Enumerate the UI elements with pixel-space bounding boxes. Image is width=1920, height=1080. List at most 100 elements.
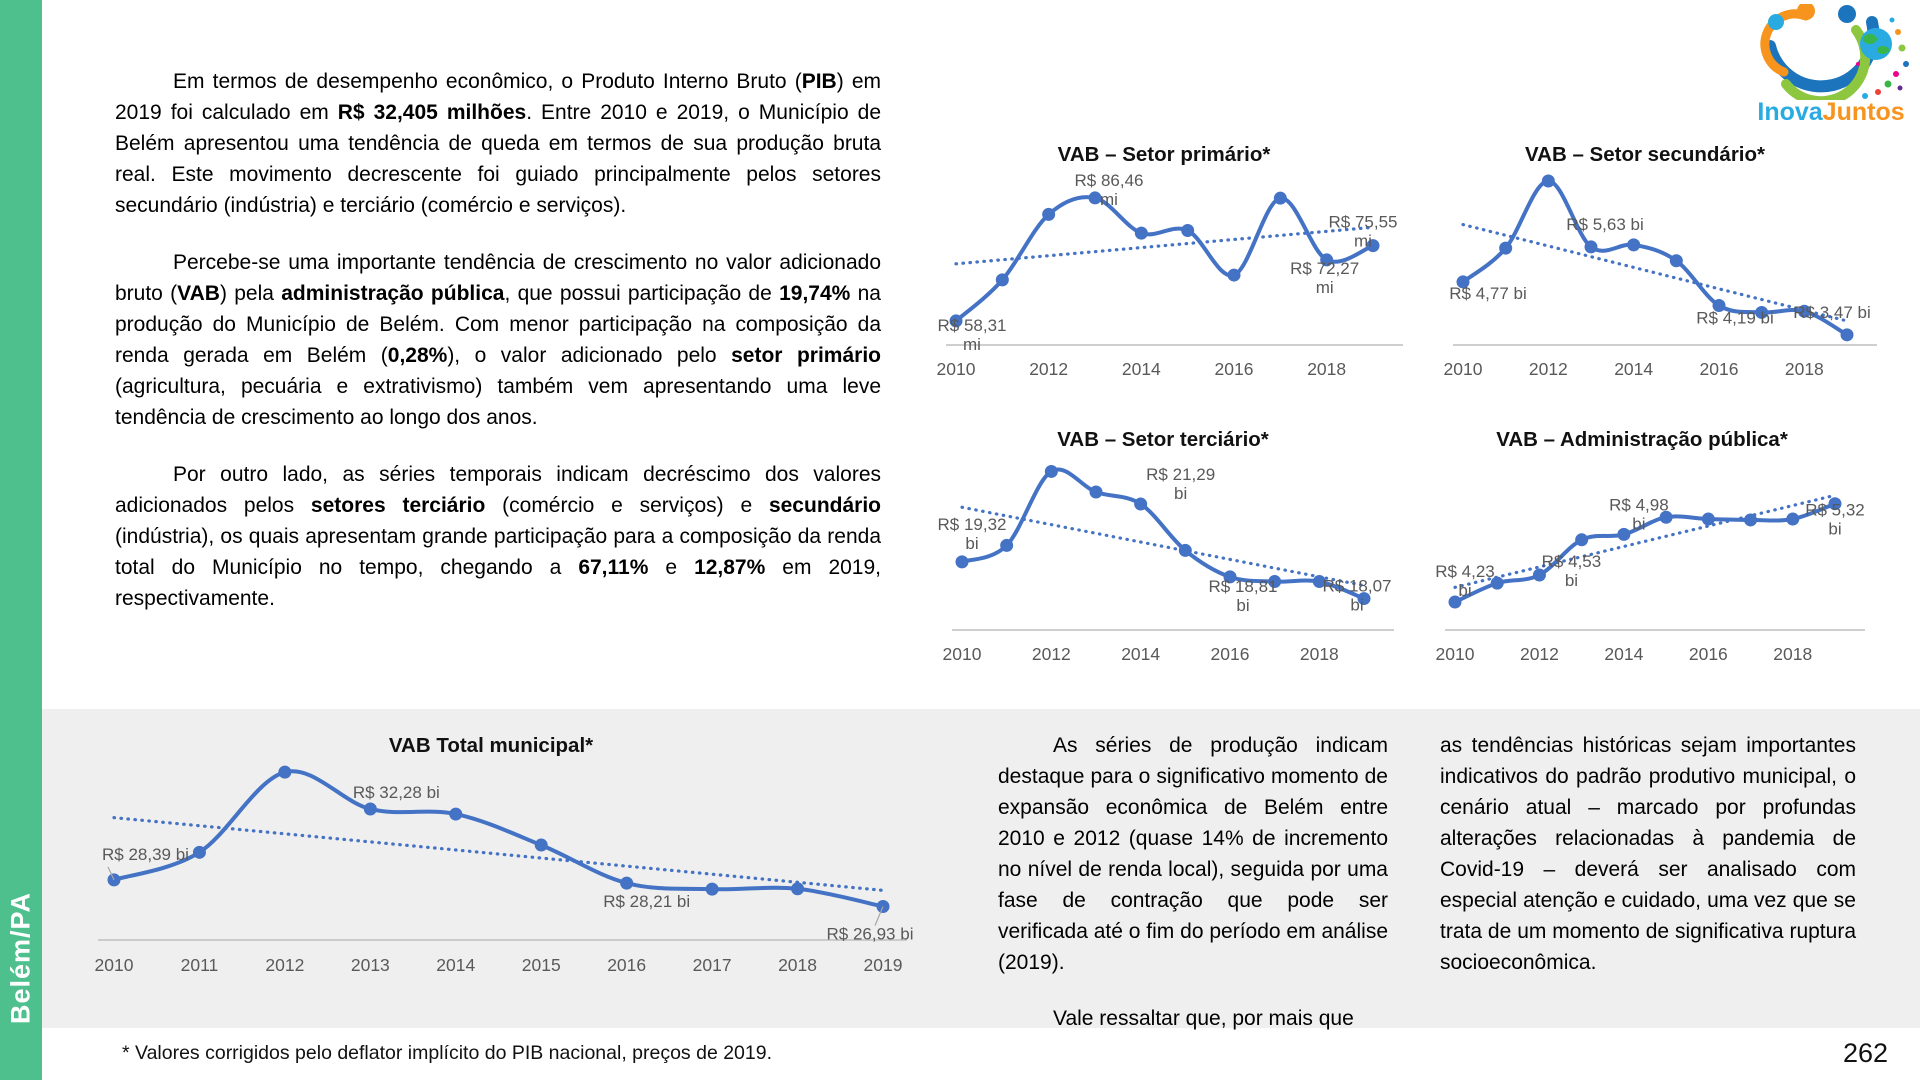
data-label: R$ 26,93 bi [827,924,914,943]
data-point [1659,510,1673,524]
paragraph: Por outro lado, as séries temporais indi… [115,463,881,610]
chart-vab-setor-primario: VAB – Setor primário* R$ 58,31 mi R$ 86,46… [920,138,1420,394]
x-tick-label: 2016 [1211,644,1250,664]
chart-vab-administracao-publica: VAB – Administração pública* R$ 4,23 bi R$… [1430,425,1900,681]
x-tick-label: 2018 [1307,359,1346,379]
data-point [1366,239,1380,253]
data-point [1786,512,1800,526]
chart-title: VAB Total municipal* [388,734,594,757]
article-text: Em termos de desempenho econômico, o Pro… [115,66,881,640]
data-label: R$ 58,31 [938,316,1007,335]
sidebar-city-label: Belém/PA [5,891,36,1024]
data-label: mi [1100,190,1118,209]
data-label: R$ 3,47 bi [1793,303,1871,322]
data-label: R$ 5,63 bi [1566,215,1644,234]
x-tick-label: 2019 [864,955,903,975]
data-point [1584,240,1598,254]
paragraph: Em termos de desempenho econômico, o Pro… [115,70,882,217]
page-number: 262 [1842,1038,1888,1068]
trendline [1461,222,1849,323]
label-leader-line [107,866,115,881]
data-label: R$ 72,27 [1290,259,1359,278]
data-point [1448,595,1462,609]
data-label: R$ 28,39 bi [102,845,189,864]
chart-vab-setor-secundario: VAB – Setor secundário* R$ 4,77 bi R$ 5,6… [1430,138,1900,394]
data-point [1755,305,1769,319]
x-tick-label: 2010 [937,359,976,379]
data-label: bi [1350,596,1363,615]
data-point [1797,304,1811,318]
data-label: R$ 4,19 bi [1696,309,1774,328]
inovajuntos-logo-text: InovaJuntos [1750,98,1912,127]
footnote: * Valores corrigidos pelo deflator implí… [122,1042,773,1064]
x-tick-label: 2016 [1689,644,1728,664]
data-point [278,765,292,779]
data-label: R$ 18,81 [1209,577,1278,596]
data-point [1000,538,1014,552]
data-point [449,807,463,821]
data-point [1320,253,1334,267]
line-series [960,467,1366,601]
data-point [1134,497,1148,511]
data-point [1088,191,1102,205]
inovajuntos-logo: InovaJuntos [1750,2,1912,130]
x-tick-label: 2012 [265,955,304,975]
x-tick-label: 2017 [693,955,732,975]
x-tick-label: 2012 [1029,359,1068,379]
paragraph: Vale ressaltar que, por mais que [1053,1007,1354,1030]
chart-title: VAB – Administração pública* [1496,428,1788,451]
data-label: R$ 4,77 bi [1449,284,1527,303]
data-point [1575,533,1589,547]
data-label: R$ 32,28 bi [353,783,440,802]
data-point [1532,568,1546,582]
chart-title: VAB – Setor primário* [1057,143,1271,166]
data-point [955,555,969,569]
x-tick-label: 2015 [522,955,561,975]
data-point [620,876,634,890]
data-point [1490,576,1504,590]
data-point [1312,575,1326,589]
data-label: R$ 18,07 [1323,577,1392,596]
x-tick-label: 2018 [1785,359,1824,379]
trendline [1453,493,1837,589]
x-tick-label: 2011 [181,955,219,975]
data-label: R$ 4,98 [1609,495,1669,514]
data-point [1227,268,1241,282]
sidebar: Belém/PA [0,0,42,1080]
x-tick-label: 2010 [1444,359,1483,379]
data-label: R$ 86,46 [1075,171,1144,190]
x-tick-label: 2018 [778,955,817,975]
x-tick-label: 2014 [1122,359,1161,379]
data-point [1840,328,1854,342]
data-point [1701,512,1715,526]
paragraph: As séries de produção indicam destaque p… [998,734,1388,974]
chart-vab-total-municipal: VAB Total municipal* R$ 28,39 bi R$ 32,28… [75,709,955,1009]
trendline [112,816,885,892]
data-label: bi [1565,571,1578,590]
x-tick-label: 2014 [1121,644,1160,664]
x-tick-label: 2016 [1700,359,1739,379]
data-label: R$ 28,21 bi [603,892,690,911]
data-label: bi [1828,520,1841,539]
line-series [1453,501,1837,605]
data-label: mi [1316,278,1334,297]
x-tick-label: 2010 [1436,644,1475,664]
data-point [995,273,1009,287]
data-label: bi [965,534,978,553]
x-tick-label: 2012 [1529,359,1568,379]
data-point [1627,238,1641,252]
line-series [1461,178,1849,337]
x-tick-label: 2010 [943,644,982,664]
data-point [1181,224,1195,238]
bottom-column-2: as tendências históricas sejam important… [1440,730,1856,1003]
x-tick-label: 2012 [1032,644,1071,664]
x-tick-label: 2013 [351,955,390,975]
x-tick-label: 2016 [607,955,646,975]
bottom-column-1: As séries de produção indicam destaque p… [998,730,1388,1059]
data-point [1828,497,1842,511]
paragraph: Percebe-se uma importante tendência de c… [115,251,881,429]
data-point [705,882,719,896]
chart-title: VAB – Setor secundário* [1525,143,1765,166]
trendline [954,225,1375,266]
data-point [1044,464,1058,478]
